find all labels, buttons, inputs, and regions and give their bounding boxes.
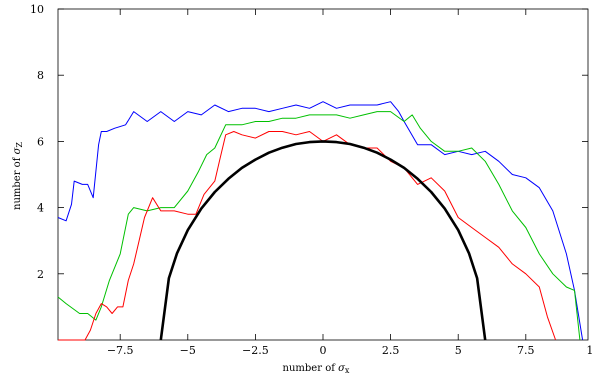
y-tick-label: 6 bbox=[37, 135, 44, 148]
y-axis-title-subscript: Z bbox=[15, 142, 24, 148]
x-axis-title-subscript: x bbox=[345, 366, 350, 375]
series-group bbox=[57, 101, 584, 341]
y-axis-title: number of σZ bbox=[12, 142, 24, 210]
x-tick-label: −7.5 bbox=[107, 344, 134, 357]
series-line-2 bbox=[57, 111, 581, 341]
x-axis-title-symbol: σ bbox=[338, 363, 346, 374]
x-tick-label: −5 bbox=[180, 344, 196, 357]
series-line-1 bbox=[57, 101, 584, 341]
y-tick-label: 4 bbox=[37, 202, 44, 215]
ticks: −7.5 −5 −2.5 0 2.5 5 7.5 10 2 4 6 8 10 bbox=[30, 3, 592, 357]
plot-frame bbox=[57, 8, 589, 341]
x-tick-label: 7.5 bbox=[517, 344, 535, 357]
series-line-4 bbox=[159, 140, 487, 341]
y-tick-label: 2 bbox=[37, 268, 44, 281]
x-tick-label: 2.5 bbox=[382, 344, 400, 357]
y-axis-title-symbol: σ bbox=[12, 146, 23, 154]
y-axis-title-prefix: number of bbox=[12, 154, 23, 210]
y-tick-label: 8 bbox=[37, 69, 44, 82]
x-tick-label: −2.5 bbox=[242, 344, 269, 357]
x-tick-label: 5 bbox=[455, 344, 462, 357]
x-tick-label: 0 bbox=[320, 344, 327, 357]
y-tick-label: 10 bbox=[30, 3, 44, 16]
x-axis-title-prefix: number of bbox=[283, 363, 339, 374]
series-line-3 bbox=[58, 131, 557, 341]
x-axis-title: number of σx bbox=[283, 363, 350, 375]
x-tick-label: 10 bbox=[586, 344, 592, 357]
